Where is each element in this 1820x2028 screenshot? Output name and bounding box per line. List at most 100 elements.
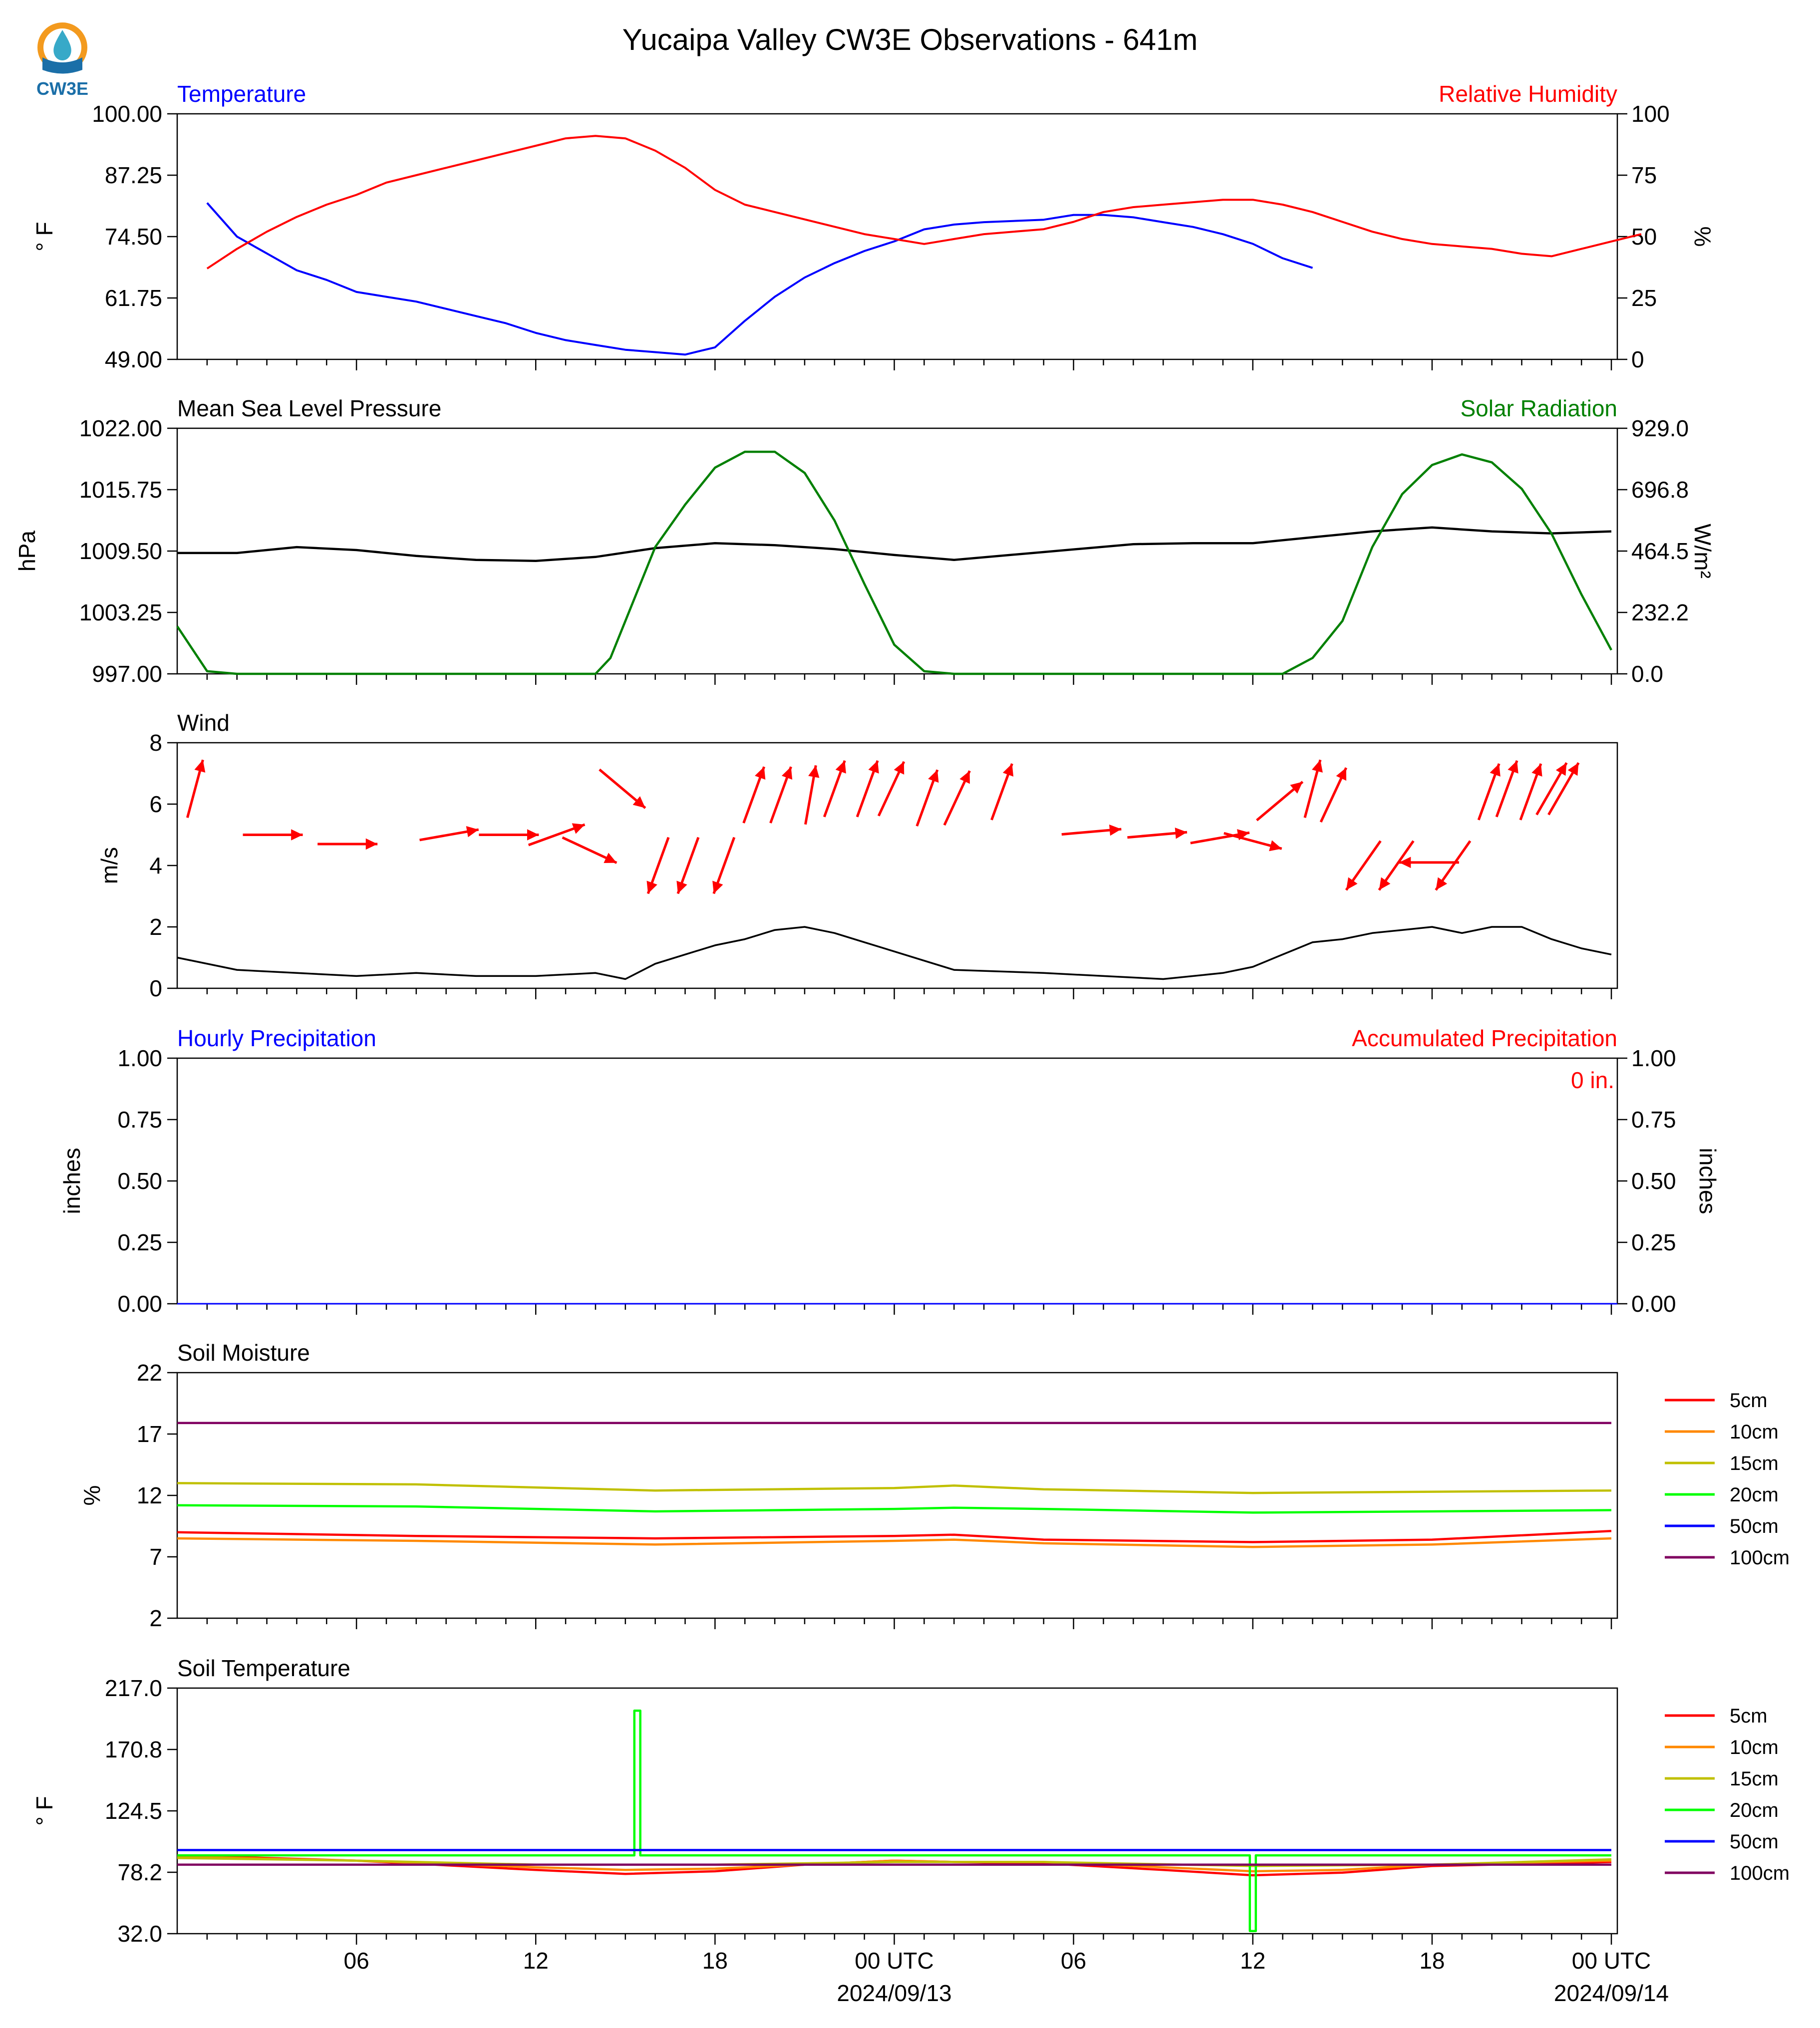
x-date-label: 2024/09/14 bbox=[1554, 1980, 1669, 2006]
y-tick-label-left: 997.00 bbox=[92, 661, 162, 687]
series-20cm-segment-0 bbox=[177, 1709, 1611, 1932]
wind-arrowhead bbox=[835, 760, 846, 774]
y-tick-label-left: 74.50 bbox=[105, 224, 162, 250]
legend-label: 15cm bbox=[1730, 1452, 1779, 1474]
legend-label: 20cm bbox=[1730, 1484, 1779, 1506]
y-tick-label-left: 2 bbox=[149, 1605, 162, 1631]
wind-arrowhead bbox=[1508, 760, 1518, 774]
pressure-line-segment-0 bbox=[177, 526, 1612, 562]
wind-arrowhead bbox=[1109, 824, 1122, 836]
wind-arrowhead bbox=[868, 760, 879, 774]
y-tick-label-left: 49.00 bbox=[105, 346, 162, 372]
wind-arrowhead bbox=[1002, 764, 1014, 777]
legend-label: 100cm bbox=[1730, 1862, 1790, 1884]
legend-label: 5cm bbox=[1730, 1705, 1768, 1727]
y-tick-label-right: 75 bbox=[1631, 162, 1657, 188]
wind-arrowhead bbox=[1399, 857, 1411, 869]
wind-arrowhead bbox=[291, 829, 303, 841]
solar-line-segment-0 bbox=[176, 450, 1612, 675]
wind-arrowhead bbox=[194, 760, 206, 773]
panel-frame bbox=[176, 1057, 1618, 1305]
wind-arrowhead bbox=[712, 880, 723, 894]
panel-title-left: Wind bbox=[177, 710, 230, 736]
wind-speed-line-segment-0 bbox=[177, 926, 1612, 980]
y-tick-label-left: 0.50 bbox=[117, 1168, 162, 1194]
wind-arrowhead bbox=[894, 761, 905, 775]
legend-label: 100cm bbox=[1730, 1547, 1790, 1569]
y-tick-label-left: 17 bbox=[137, 1421, 162, 1447]
temperature-line-segment-0 bbox=[206, 202, 1313, 356]
y-tick-label-right: 696.8 bbox=[1631, 477, 1689, 503]
x-tick-label: 00 UTC bbox=[855, 1948, 933, 1974]
y-tick-label-left: 1003.25 bbox=[79, 599, 162, 625]
wind-arrowhead bbox=[365, 838, 378, 850]
panel-title-left: Mean Sea Level Pressure bbox=[177, 395, 441, 421]
cw3e-logo: CW3E bbox=[27, 20, 97, 100]
y-tick-label-left: 1015.75 bbox=[79, 477, 162, 503]
y-tick-label-left: 0.75 bbox=[117, 1107, 162, 1133]
panel-title-left: Temperature bbox=[177, 81, 306, 107]
cw3e-water-drop-icon: CW3E bbox=[36, 22, 88, 99]
y-tick-label-left: 1022.00 bbox=[79, 415, 162, 441]
y-axis-label-left: m/s bbox=[96, 847, 122, 884]
y-axis-label-left: hPa bbox=[14, 531, 40, 572]
panel-frame bbox=[176, 427, 1618, 675]
wind-arrowhead bbox=[646, 880, 657, 894]
y-tick-label-left: 32.0 bbox=[117, 1921, 162, 1947]
accumulated-precip-value: 0 in. bbox=[1571, 1067, 1614, 1093]
legend-label: 20cm bbox=[1730, 1799, 1779, 1821]
wind-arrowhead bbox=[1269, 840, 1282, 852]
legend-label: 15cm bbox=[1730, 1768, 1779, 1790]
y-axis-label-right: inches bbox=[1695, 1148, 1721, 1214]
y-tick-label-left: 0 bbox=[149, 975, 162, 1001]
wind-arrowhead bbox=[1346, 877, 1358, 890]
y-tick-label-right: 232.2 bbox=[1631, 599, 1689, 625]
y-axis-label-left: inches bbox=[59, 1148, 85, 1214]
panel-title-left: Hourly Precipitation bbox=[177, 1025, 376, 1051]
y-axis-label-right: W/m² bbox=[1690, 524, 1716, 579]
panel-title-right: Accumulated Precipitation bbox=[1352, 1025, 1617, 1051]
y-tick-label-left: 170.8 bbox=[105, 1737, 162, 1762]
y-tick-label-right: 50 bbox=[1631, 224, 1657, 250]
y-tick-label-right: 0 bbox=[1631, 346, 1644, 372]
wind-arrowhead bbox=[928, 770, 939, 783]
y-tick-label-left: 124.5 bbox=[105, 1798, 162, 1824]
wind-arrowhead bbox=[1290, 782, 1303, 794]
y-tick-label-left: 1009.50 bbox=[79, 538, 162, 564]
y-tick-label-left: 1.00 bbox=[117, 1045, 162, 1071]
legend-label: 50cm bbox=[1730, 1831, 1779, 1853]
y-tick-label-left: 0.25 bbox=[117, 1229, 162, 1255]
y-axis-label-left: % bbox=[79, 1485, 105, 1506]
panel-title-right: Relative Humidity bbox=[1439, 81, 1617, 107]
y-tick-label-left: 12 bbox=[137, 1482, 162, 1508]
panel-title-left: Soil Moisture bbox=[177, 1340, 310, 1366]
wind-arrowhead bbox=[781, 767, 793, 780]
series-5cm-segment-0 bbox=[177, 1530, 1612, 1543]
wind-arrowhead bbox=[527, 829, 539, 841]
x-tick-label: 18 bbox=[702, 1948, 728, 1974]
wind-arrowhead bbox=[572, 823, 585, 834]
wind-arrowhead bbox=[755, 767, 766, 780]
y-axis-label-right: % bbox=[1690, 227, 1716, 247]
wind-arrowhead bbox=[1312, 760, 1323, 773]
y-tick-label-left: 8 bbox=[149, 730, 162, 756]
y-tick-label-left: 6 bbox=[149, 791, 162, 817]
wind-arrowhead bbox=[808, 765, 820, 778]
svg-text:CW3E: CW3E bbox=[36, 78, 88, 99]
wind-arrowhead bbox=[959, 771, 970, 784]
wind-arrowhead bbox=[1175, 828, 1188, 839]
y-tick-label-left: 4 bbox=[149, 853, 162, 878]
y-tick-label-right: 1.00 bbox=[1631, 1045, 1676, 1071]
x-tick-label: 06 bbox=[344, 1948, 369, 1974]
panel-soil_temperature: 217.0 170.8 124.5 78.2 32.0 Soil Temperature °… bbox=[31, 1655, 1790, 1947]
series-10cm-segment-0 bbox=[177, 1537, 1612, 1548]
wind-arrowhead bbox=[1567, 763, 1579, 776]
wind-arrowhead bbox=[1490, 764, 1501, 777]
figure-title: Yucaipa Valley CW3E Observations - 641m bbox=[622, 23, 1198, 56]
x-tick-label: 12 bbox=[523, 1948, 549, 1974]
wind-arrowhead bbox=[1531, 764, 1542, 777]
y-tick-label-left: 0.00 bbox=[117, 1291, 162, 1317]
series-20cm-segment-0 bbox=[177, 1504, 1612, 1514]
panel-frame bbox=[176, 113, 1618, 360]
series-15cm-segment-0 bbox=[177, 1482, 1612, 1494]
